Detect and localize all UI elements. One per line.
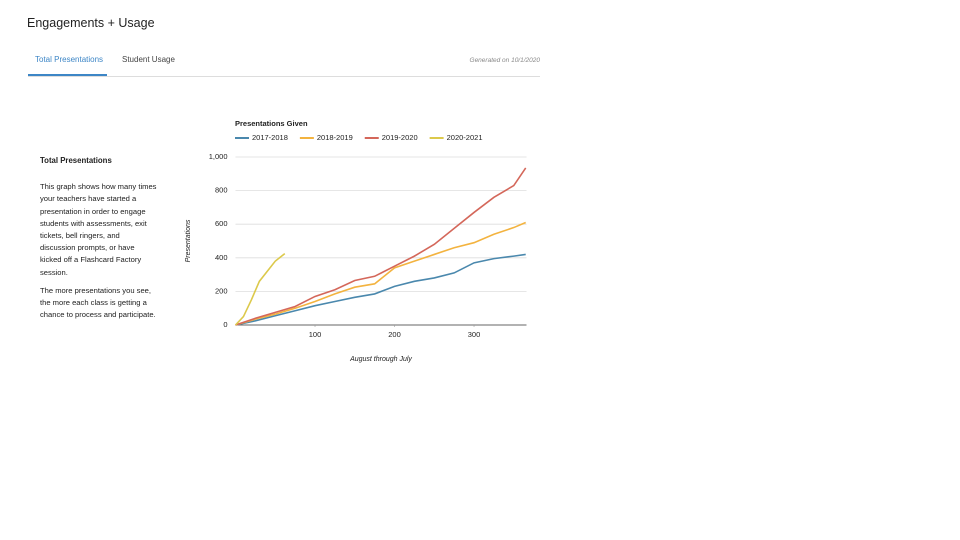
description-line: students with assessments, exit [40,218,147,228]
active-tab-indicator [28,74,107,76]
description-line: This graph shows how many times [40,182,157,192]
series-line [235,253,526,326]
description: Total Presentations This graph shows how… [40,155,180,327]
x-tick-label: 100 [309,330,322,339]
tab[interactable]: Student Usage [122,55,175,64]
description-paragraph: The more presentations you see, the more … [40,285,180,322]
description-paragraph: This graph shows how many times your teac… [40,181,180,279]
chart-title: Presentations Given [235,119,308,128]
description-line: The more presentations you see, [40,285,152,295]
description-line: tickets, bell ringers, and [40,231,120,241]
legend-label: 2017-2018 [252,133,288,142]
description-line: your teachers have started a [40,194,137,204]
divider [28,76,540,77]
legend-label: 2018-2019 [317,133,353,142]
series-line [234,252,286,326]
legend-label: 2019-2020 [382,133,418,142]
y-tick-label: 1,000 [209,152,228,161]
y-axis-label: Presentations [185,219,192,262]
x-tick-label: 300 [468,330,481,339]
page-title: Engagements + Usage [27,16,155,30]
y-tick-label: 400 [215,253,228,262]
y-tick-label: 0 [223,320,227,329]
x-axis-label: August through July [349,356,412,363]
x-tick-label: 200 [388,330,401,339]
generated-date: Generated on 10/1/2020 [469,57,540,64]
description-line: discussion prompts, or have [40,243,135,253]
description-line: chance to process and participate. [40,310,156,320]
y-tick-label: 200 [215,286,228,295]
description-line: kicked off a Flashcard Factory [40,255,142,265]
tab[interactable]: Total Presentations [35,55,104,64]
description-line: presentation in order to engage [40,206,146,216]
y-tick-label: 600 [215,219,228,228]
series-line [235,221,527,326]
legend-label: 2020-2021 [447,133,483,142]
series-line [235,167,527,326]
description-title: Total Presentations [40,156,112,165]
description-line: session. [40,267,68,277]
y-tick-label: 800 [215,186,228,195]
description-line: the more each class is getting a [40,298,147,308]
